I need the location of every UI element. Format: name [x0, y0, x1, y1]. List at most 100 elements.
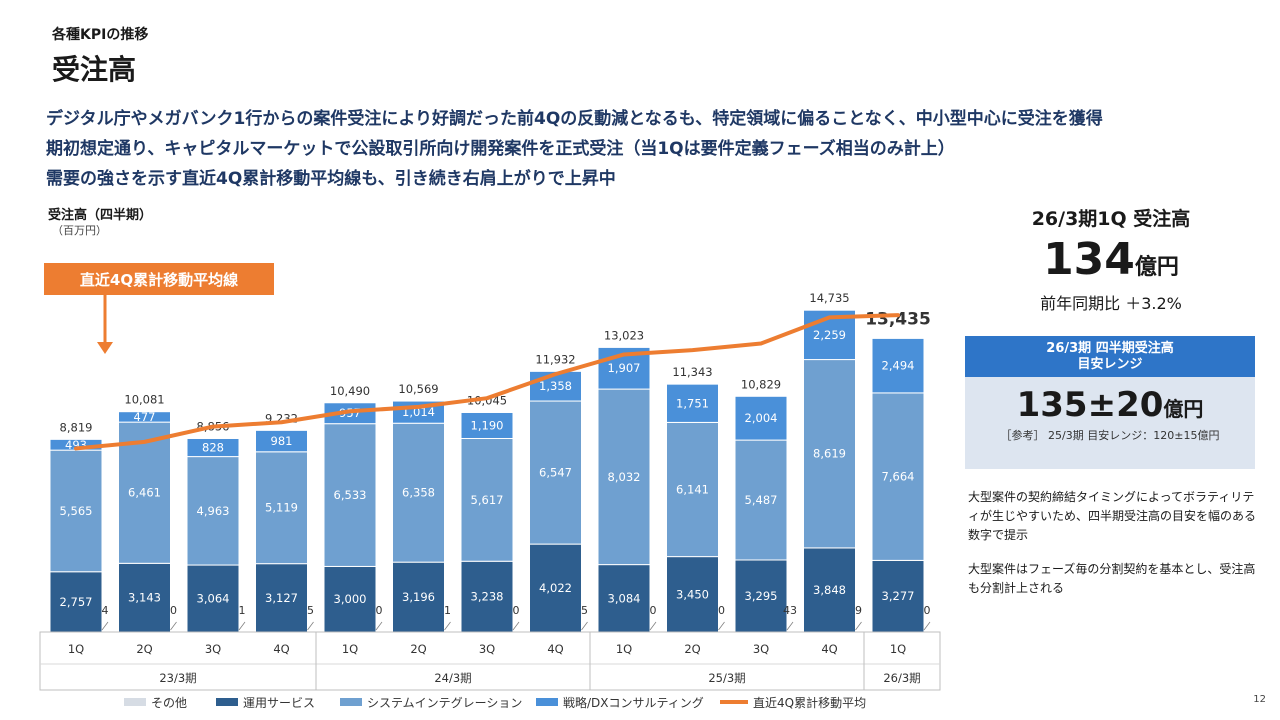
other-leader-line	[170, 621, 177, 631]
data-label: 6,533	[334, 488, 367, 502]
bar-segment	[734, 439, 788, 561]
kpi-value: 134億円	[966, 234, 1256, 285]
total-label: 10,490	[330, 384, 370, 398]
data-label: 3,277	[882, 589, 915, 603]
data-label: 3,000	[334, 592, 367, 606]
other-label: 1	[239, 604, 246, 617]
bar-segment	[255, 451, 308, 565]
legend-label: 運用サービス	[243, 696, 315, 710]
bar-segment	[871, 559, 925, 633]
data-label: 2,259	[813, 328, 846, 342]
bar-segment	[460, 437, 514, 562]
x-tick-label: 1Q	[616, 642, 632, 656]
bar-segment	[49, 571, 103, 633]
bar-segment	[734, 559, 788, 633]
bar-segment	[529, 400, 582, 545]
total-label: 14,735	[809, 291, 849, 305]
x-tick-label: 3Q	[753, 642, 769, 656]
target-range-box: 26/3期 四半期受注高 目安レンジ 135±20億円 ［参考］ 25/3期 目…	[965, 336, 1255, 469]
bar-segment	[323, 565, 377, 633]
other-leader-line	[307, 621, 314, 631]
target-reference: ［参考］ 25/3期 目安レンジ：120±15億円	[1000, 429, 1220, 442]
legend-label: その他	[151, 696, 187, 710]
bar-segment	[871, 337, 925, 394]
bar-segment	[871, 392, 925, 561]
x-tick-label: 4Q	[547, 642, 563, 656]
x-tick-label: 3Q	[205, 642, 221, 656]
bar-segment	[118, 411, 171, 423]
bar-segment	[255, 563, 308, 633]
bar-segment	[255, 429, 308, 453]
data-label: 8,032	[608, 470, 641, 484]
bar-segment	[666, 556, 719, 633]
data-label: 6,547	[539, 466, 572, 480]
other-label: 0	[718, 604, 725, 617]
data-label: 981	[271, 434, 293, 448]
other-label: 1	[444, 604, 451, 617]
data-label: 1,907	[608, 361, 641, 375]
data-label: 2,494	[882, 359, 915, 373]
data-label: 3,196	[402, 590, 435, 604]
bar-segment	[666, 421, 719, 558]
other-label: 0	[170, 604, 177, 617]
target-range-value: 135±20億円	[965, 385, 1255, 425]
kpi-title: 26/3期1Q 受注高	[1031, 208, 1191, 230]
x-tick-label: 2Q	[136, 642, 152, 656]
x-tick-label: 1Q	[68, 642, 84, 656]
total-label: 8,819	[60, 420, 93, 434]
total-label: 10,829	[741, 377, 781, 391]
data-label: 2,004	[745, 411, 778, 425]
bar-segment	[460, 560, 514, 633]
legend-swatch	[124, 698, 146, 706]
other-leader-line	[855, 621, 862, 631]
group-label: 24/3期	[434, 671, 471, 685]
total-label: 13,435	[865, 309, 931, 329]
moving-average-line	[74, 313, 900, 451]
kpi-unit: 億円	[1134, 255, 1179, 280]
data-label: 1,190	[471, 418, 504, 432]
data-label: 2,757	[60, 595, 93, 609]
headline-3: 需要の強さを示す直近4Q累計移動平均線も、引き続き右肩上がりで上昇中	[46, 169, 616, 189]
x-tick-label: 1Q	[890, 642, 906, 656]
legend-label: 直近4Q累計移動平均	[753, 695, 866, 710]
bar-segment	[803, 359, 856, 549]
data-label: 3,084	[608, 591, 641, 605]
legend-swatch	[536, 698, 558, 706]
note-2: 大型案件はフェーズ毎の分割契約を基本とし、受注高も分割計上される	[968, 562, 1256, 595]
other-label: 0	[650, 604, 657, 617]
kpi-number: 134	[1043, 234, 1135, 285]
chart-unit: （百万円）	[52, 224, 107, 237]
chart-title: 受注高（四半期）	[48, 207, 152, 223]
page-title: 受注高	[52, 53, 137, 86]
bar-segment	[734, 395, 788, 441]
data-label: 828	[202, 441, 224, 455]
data-label: 7,664	[882, 470, 915, 484]
data-label: 1,358	[539, 379, 572, 393]
other-leader-line	[375, 621, 383, 631]
data-label: 4,022	[539, 581, 572, 595]
total-label: 13,023	[604, 328, 644, 342]
other-leader-line	[923, 621, 931, 631]
headline-1: デジタル庁やメガバンク1行からの案件受注により好調だった前4Qの反動減となるも、…	[46, 109, 1103, 129]
other-label: 5	[581, 604, 588, 617]
section-label: 各種KPIの推移	[52, 27, 149, 43]
other-label: 0	[924, 604, 931, 617]
x-tick-label: 4Q	[821, 642, 837, 656]
target-range-header: 26/3期 四半期受注高 目安レンジ	[965, 336, 1255, 377]
data-label: 4,963	[197, 504, 230, 518]
total-label: 11,343	[672, 365, 712, 379]
total-label: 10,045	[467, 393, 507, 407]
bar-segment	[118, 562, 171, 633]
data-label: 3,238	[471, 590, 504, 604]
other-leader-line	[786, 621, 794, 631]
bar-segment	[597, 388, 651, 566]
data-label: 5,617	[471, 493, 504, 507]
bar-segment	[597, 564, 651, 633]
legend-swatch	[340, 698, 362, 706]
data-label: 3,450	[676, 587, 709, 601]
x-tick-label: 4Q	[273, 642, 289, 656]
data-label: 6,358	[402, 486, 435, 500]
order-volume-chart: 受注高（四半期）（百万円）2,7575,56549348,8193,1436,4…	[39, 207, 941, 710]
data-label: 1,751	[676, 396, 709, 410]
bar-segment	[323, 423, 377, 567]
